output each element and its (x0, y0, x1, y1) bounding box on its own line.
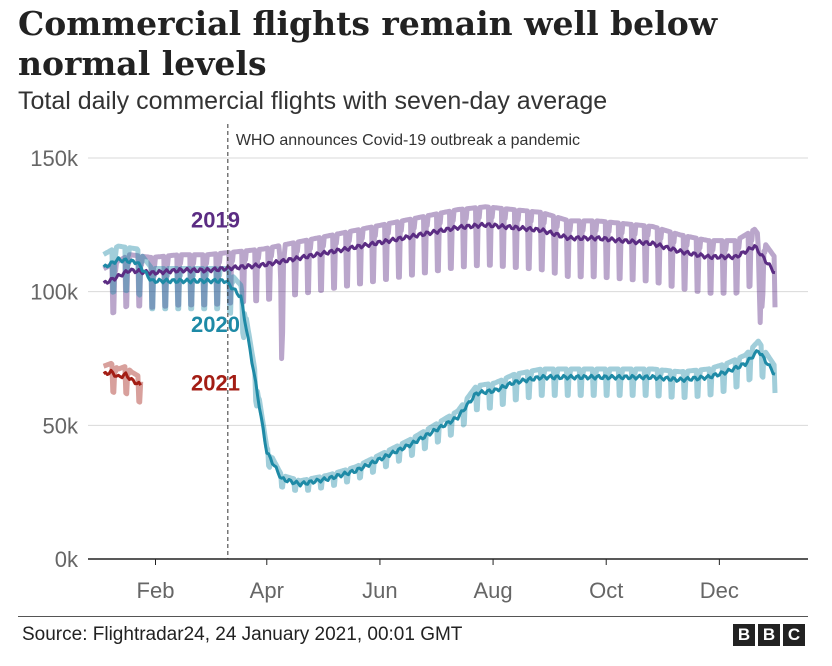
average-lines (102, 221, 776, 488)
average-line-2019 (102, 221, 776, 285)
x-tick-label: Jun (362, 578, 397, 603)
bbc-logo-letter: B (758, 624, 780, 646)
gridlines (88, 157, 808, 565)
y-tick-label: 150k (30, 146, 79, 171)
y-tick-label: 50k (43, 413, 79, 438)
chart-subtitle: Total daily commercial flights with seve… (18, 87, 608, 115)
labels: 0k 50k 100k 150k Feb Apr Jun Aug Oct Dec 2019 2020 2… (30, 146, 739, 603)
bbc-logo-letter: C (783, 624, 805, 646)
y-tick-label: 100k (30, 280, 79, 305)
footer-divider (18, 616, 808, 617)
annotation-text: WHO announces Covid-19 outbreak a pandem… (236, 132, 580, 149)
annotation: WHO announces Covid-19 outbreak a pandem… (227, 124, 580, 559)
series-label-2020: 2020 (191, 312, 240, 337)
x-tick-label: Feb (137, 578, 175, 603)
chart-title: Commercial flights remain well below nor… (18, 4, 718, 83)
series-label-2021: 2021 (191, 371, 240, 396)
line-chart: WHO announces Covid-19 outbreak a pandem… (30, 124, 808, 603)
source-note: Source: Flightradar24, 24 January 2021, … (22, 624, 463, 645)
bbc-logo: B B C (733, 624, 805, 646)
x-tick-label: Apr (250, 578, 284, 603)
average-line-2020 (102, 256, 776, 488)
bbc-logo-letter: B (733, 624, 755, 646)
y-tick-label: 0k (55, 547, 79, 572)
series-label-2019: 2019 (191, 208, 240, 233)
daily-line-2021 (102, 360, 144, 405)
x-tick-label: Aug (473, 578, 512, 603)
x-tick-label: Oct (589, 578, 623, 603)
x-tick-label: Dec (700, 578, 739, 603)
average-line-2021 (102, 368, 142, 387)
daily-line-2019 (102, 204, 778, 362)
